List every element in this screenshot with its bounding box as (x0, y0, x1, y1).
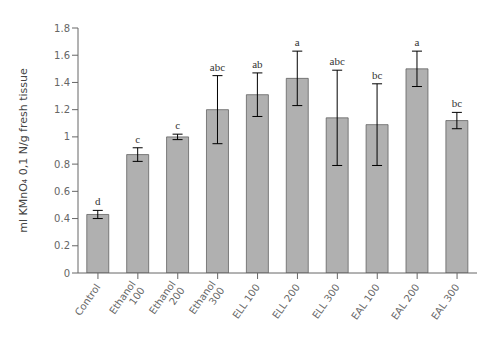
svg-text:EAL 300: EAL 300 (429, 282, 462, 322)
svg-text:1: 1 (64, 131, 70, 142)
svg-text:ml KMnO₄ 0,1 N/g fresh tissue: ml KMnO₄ 0,1 N/g fresh tissue (17, 68, 30, 233)
svg-text:0: 0 (64, 268, 70, 279)
svg-text:Ethanol300: Ethanol300 (187, 279, 227, 323)
svg-text:1.6: 1.6 (54, 50, 70, 61)
svg-text:0.2: 0.2 (54, 240, 70, 251)
svg-text:1.2: 1.2 (54, 104, 70, 115)
svg-text:ELL 200: ELL 200 (270, 282, 302, 321)
svg-text:1.4: 1.4 (54, 77, 70, 88)
svg-text:EAL 100: EAL 100 (349, 282, 382, 322)
svg-text:abc: abc (330, 55, 345, 67)
svg-text:Ethanol100: Ethanol100 (107, 279, 147, 323)
svg-text:ELL 300: ELL 300 (310, 282, 342, 321)
svg-text:0.6: 0.6 (54, 186, 70, 197)
svg-text:bc: bc (452, 97, 463, 109)
svg-text:c: c (135, 133, 140, 145)
svg-text:Ethanol200: Ethanol200 (147, 279, 187, 323)
svg-text:a: a (295, 36, 300, 48)
svg-text:d: d (95, 195, 101, 207)
svg-text:0.8: 0.8 (54, 159, 70, 170)
svg-text:EAL 200: EAL 200 (389, 282, 422, 322)
svg-text:c: c (175, 119, 180, 131)
svg-text:0.4: 0.4 (54, 213, 70, 224)
svg-text:ELL 100: ELL 100 (230, 282, 262, 321)
svg-text:ab: ab (252, 58, 263, 70)
svg-text:a: a (415, 36, 420, 48)
svg-text:Control: Control (73, 282, 103, 318)
svg-text:abc: abc (210, 61, 225, 73)
svg-text:1.8: 1.8 (54, 23, 70, 34)
svg-text:bc: bc (372, 69, 383, 81)
